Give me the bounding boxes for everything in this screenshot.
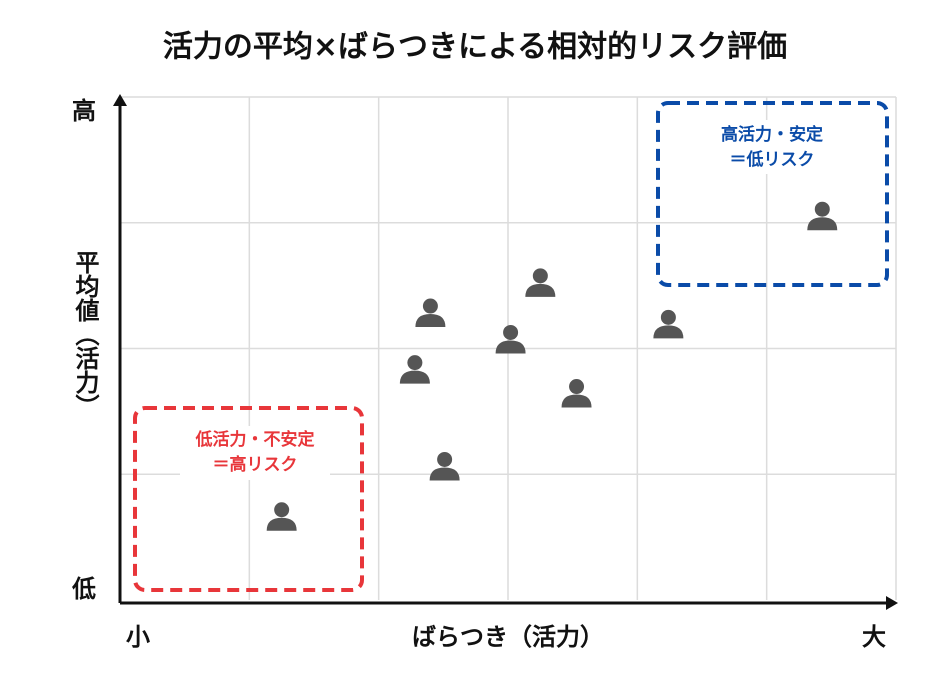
safe-box: [656, 101, 889, 287]
person-marker: [525, 268, 556, 297]
risk-box: [133, 406, 364, 592]
person-marker: [807, 201, 838, 231]
person-marker: [266, 502, 297, 531]
person-body: [561, 394, 592, 408]
person-head: [407, 355, 423, 371]
person-marker: [399, 355, 430, 384]
person-body: [525, 283, 556, 297]
chart-title: 活力の平均×ばらつきによる相対的リスク評価: [163, 30, 787, 65]
person-body: [399, 370, 430, 384]
y-min-label: 低: [71, 575, 96, 603]
person-marker: [561, 379, 592, 408]
x-arrow: [886, 596, 898, 610]
person-head: [569, 379, 585, 395]
person-head: [422, 298, 438, 314]
x-max-label: 大: [862, 623, 886, 651]
y-axis-label: 平均値（活力）: [71, 250, 100, 418]
y-max-label: 高: [72, 97, 96, 125]
person-body: [495, 340, 526, 354]
person-marker: [495, 324, 526, 354]
y-arrow: [113, 94, 127, 106]
annotation-text: ＝高リスク: [213, 454, 298, 475]
person-body: [415, 314, 446, 328]
person-body: [429, 467, 460, 481]
person-head: [660, 309, 676, 325]
person-marker: [653, 309, 684, 339]
person-head: [437, 451, 453, 467]
annotation-text: ＝低リスク: [730, 149, 815, 170]
person-head: [274, 502, 290, 518]
person-head: [532, 268, 548, 284]
person-body: [653, 325, 684, 339]
x-axis-label: ばらつき（活力）: [412, 623, 604, 651]
x-min-label: 小: [126, 623, 150, 651]
annotation-text: 低活力・不安定: [195, 429, 315, 450]
person-body: [807, 217, 838, 231]
person-body: [266, 517, 297, 531]
person-marker: [415, 298, 446, 328]
person-head: [503, 324, 519, 340]
annotation-text: 高活力・安定: [721, 124, 823, 145]
person-head: [814, 201, 830, 217]
points: [266, 201, 838, 531]
label-bg: [698, 120, 848, 174]
label-bg: [180, 426, 330, 480]
person-marker: [429, 451, 460, 481]
